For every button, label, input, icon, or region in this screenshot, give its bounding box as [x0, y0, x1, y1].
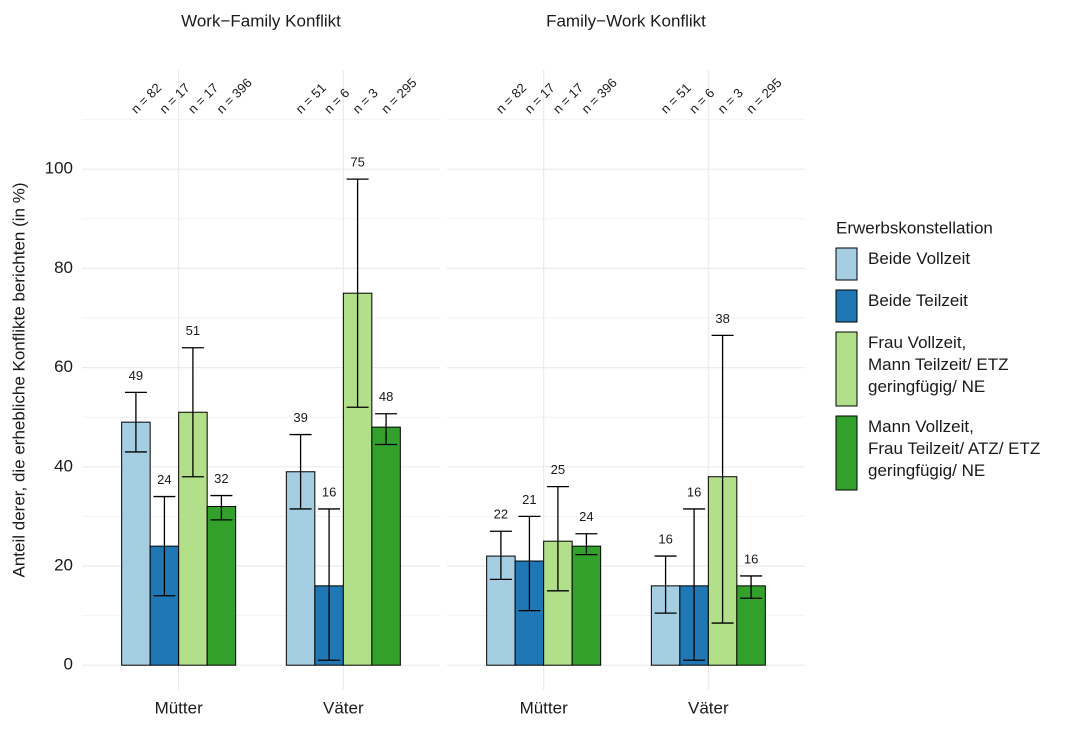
error-bar [654, 555, 677, 614]
value-label: 24 [579, 509, 593, 524]
error-bar [575, 533, 598, 556]
legend-line: Beide Teilzeit [868, 291, 968, 310]
bar [285, 471, 316, 666]
legend-title: Erwerbskonstellation [836, 218, 993, 237]
value-label: 51 [186, 323, 200, 338]
x-tick-label: Mütter [155, 698, 204, 717]
y-tick-label: 80 [54, 258, 73, 277]
error-bar [546, 485, 569, 592]
n-label: n = 17 [550, 80, 586, 116]
y-tick-label: 60 [54, 357, 73, 376]
legend-label: Beide Teilzeit [868, 291, 968, 310]
bar [571, 545, 602, 666]
facet-title: Family−Work Konflikt [546, 11, 706, 30]
n-label: n = 51 [293, 80, 329, 116]
y-tick-label: 100 [45, 159, 73, 178]
n-label: n = 3 [715, 85, 746, 116]
legend-key [835, 289, 858, 323]
value-label: 16 [658, 532, 672, 547]
y-tick-label: 20 [54, 555, 73, 574]
bar [206, 505, 237, 666]
error-bar [489, 530, 512, 581]
error-bar [518, 515, 541, 612]
error-bar [318, 508, 341, 661]
facet-title: Work−Family Konflikt [181, 11, 341, 30]
legend-line: Frau Vollzeit, [868, 333, 966, 352]
n-label: n = 3 [350, 85, 381, 116]
value-label: 16 [322, 484, 336, 499]
value-label: 48 [379, 389, 393, 404]
value-label: 39 [293, 410, 307, 425]
x-tick-label: Väter [688, 698, 729, 717]
legend-label: Mann Vollzeit, Frau Teilzeit/ ATZ/ ETZ ger… [868, 417, 1040, 480]
value-label: 75 [350, 155, 364, 170]
error-bar [210, 494, 233, 521]
value-label: 24 [157, 472, 171, 487]
legend-line: Mann Teilzeit/ ETZ [868, 355, 1008, 374]
bar [371, 426, 401, 666]
bar [149, 545, 180, 666]
y-tick-label: 40 [54, 456, 73, 475]
value-label: 22 [494, 507, 508, 522]
value-label: 21 [522, 492, 536, 507]
n-label: n = 396 [578, 75, 620, 117]
n-label: n = 396 [213, 75, 255, 117]
n-label: n = 295 [378, 75, 420, 117]
y-tick-label: 0 [64, 655, 73, 674]
value-label: 16 [687, 484, 701, 499]
value-label: 32 [214, 471, 228, 486]
n-label: n = 82 [493, 80, 529, 116]
value-label: 25 [551, 462, 565, 477]
value-label: 38 [715, 311, 729, 326]
legend-line: geringfügig/ NE [868, 461, 985, 480]
n-label: n = 51 [658, 80, 694, 116]
error-bar [683, 508, 706, 661]
bar [736, 585, 766, 666]
bar [121, 421, 151, 666]
x-tick-label: Mütter [520, 698, 569, 717]
n-label: n = 82 [128, 80, 164, 116]
error-bar [740, 575, 763, 599]
legend-line: Mann Vollzeit, [868, 417, 974, 436]
n-label: n = 17 [521, 80, 557, 116]
error-bar [181, 347, 204, 478]
error-bar [289, 433, 312, 510]
n-label: n = 295 [743, 75, 785, 117]
legend-key [835, 247, 858, 281]
error-bar [153, 495, 176, 597]
n-label: n = 17 [185, 80, 221, 116]
legend-line: Frau Teilzeit/ ATZ/ ETZ [868, 439, 1040, 458]
legend-label: Beide Vollzeit [868, 249, 970, 268]
error-bar [711, 334, 734, 624]
legend-key [835, 415, 858, 491]
y-axis-title: Anteil derer, die erhebliche Konflikte b… [9, 183, 28, 578]
value-label: 49 [129, 368, 143, 383]
legend-key [835, 331, 858, 407]
error-bar [124, 391, 147, 453]
legend-line: Beide Vollzeit [868, 249, 970, 268]
n-label: n = 17 [156, 80, 192, 116]
x-tick-label: Väter [323, 698, 364, 717]
error-bar [375, 413, 398, 446]
legend-label: Frau Vollzeit, Mann Teilzeit/ ETZ geringfü… [868, 333, 1008, 396]
value-label: 16 [744, 551, 758, 566]
legend-line: geringfügig/ NE [868, 377, 985, 396]
error-bar [346, 178, 369, 408]
